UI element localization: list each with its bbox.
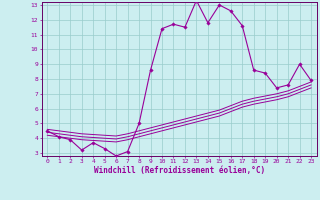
X-axis label: Windchill (Refroidissement éolien,°C): Windchill (Refroidissement éolien,°C) (94, 166, 265, 175)
